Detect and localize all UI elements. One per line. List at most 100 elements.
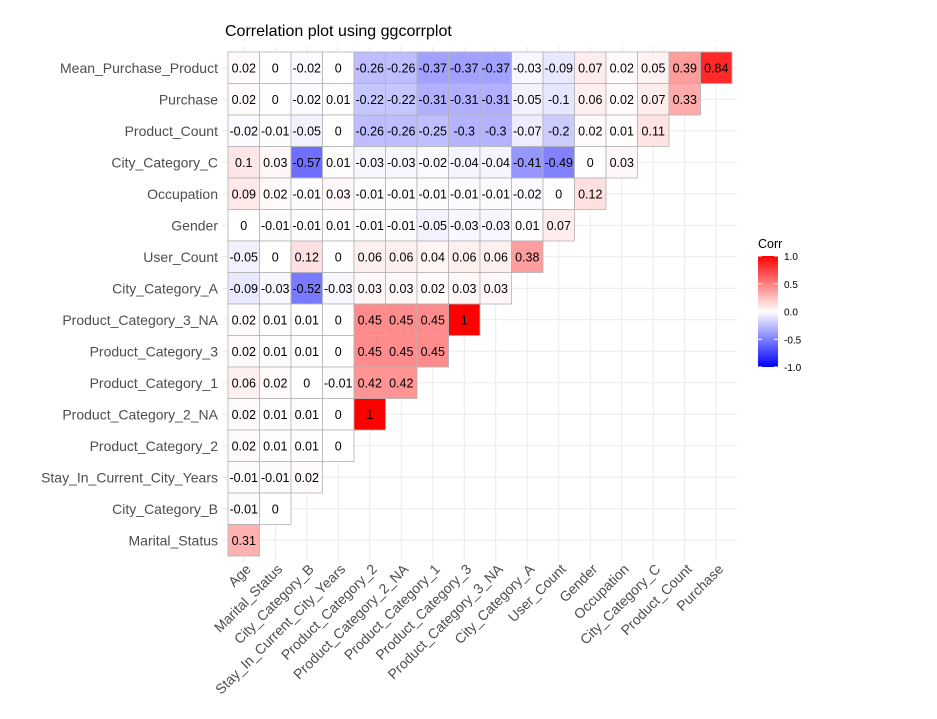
y-tick-label: City_Category_A — [112, 280, 218, 296]
cell-value-label: 0.01 — [610, 124, 634, 138]
y-tick-label: Stay_In_Current_City_Years — [41, 469, 218, 485]
heatmap-cell — [385, 240, 418, 273]
cell-value-label: 0.02 — [232, 313, 256, 327]
chart-title: Correlation plot using ggcorrplot — [225, 23, 452, 40]
heatmap-cell — [227, 146, 260, 179]
cell-value-label: -0.09 — [230, 282, 259, 296]
cell-value-label: 0.06 — [358, 250, 382, 264]
cell-value-label: -0.01 — [419, 187, 448, 201]
heatmap-cell — [574, 114, 607, 147]
cell-value-label: 0.03 — [484, 282, 508, 296]
heatmap-cell — [668, 83, 701, 116]
cell-value-label: -0.2 — [548, 124, 570, 138]
cell-value-label: 0.02 — [232, 93, 256, 107]
cell-value-label: -0.03 — [482, 219, 511, 233]
heatmap-cell — [259, 492, 292, 525]
cell-value-label: 0.03 — [610, 156, 634, 170]
heatmap-cell — [542, 146, 575, 179]
cell-value-label: -0.41 — [513, 156, 542, 170]
legend-tick-label: 0.0 — [784, 308, 798, 319]
heatmap-cell — [227, 429, 260, 462]
cell-value-label: 0.01 — [515, 219, 539, 233]
cell-value-label: 0.11 — [642, 124, 665, 138]
cell-value-label: -0.01 — [261, 471, 290, 485]
heatmap-cell — [542, 177, 575, 210]
cell-value-label: 0.02 — [610, 93, 634, 107]
heatmap-cell — [542, 83, 575, 116]
cell-value-label: 0.01 — [295, 313, 319, 327]
heatmap-cell — [259, 366, 292, 399]
y-tick-label: Product_Category_3_NA — [62, 312, 218, 328]
cell-value-label: -0.01 — [261, 219, 290, 233]
heatmap-cell — [511, 146, 544, 179]
heatmap-cell — [542, 209, 575, 242]
cell-value-label: 0 — [272, 93, 279, 107]
y-tick-label: Occupation — [147, 186, 218, 202]
cell-value-label: 0.02 — [263, 187, 287, 201]
heatmap-cell — [227, 114, 260, 147]
heatmap-cell — [448, 177, 481, 210]
y-tick-label: Product_Category_2_NA — [62, 406, 218, 422]
cell-value-label: -0.02 — [513, 187, 542, 201]
heatmap-cell — [353, 335, 386, 368]
heatmap-cell — [448, 83, 481, 116]
cell-value-label: 0.45 — [389, 313, 413, 327]
heatmap-cell — [227, 461, 260, 494]
cell-value-label: 0 — [555, 187, 562, 201]
heatmap-cell — [290, 429, 323, 462]
cell-value-label: -0.01 — [293, 219, 322, 233]
heatmap-cell — [416, 177, 449, 210]
heatmap-cell — [227, 398, 260, 431]
cell-value-label: 0.01 — [263, 408, 287, 422]
cell-value-label: 0 — [272, 61, 279, 75]
legend-tick-label: -1.0 — [784, 363, 802, 374]
heatmap-cell — [416, 335, 449, 368]
cell-value-label: -0.26 — [356, 124, 385, 138]
cell-value-label: 0.31 — [232, 534, 256, 548]
heatmap-cell — [259, 177, 292, 210]
cell-value-label: -0.3 — [485, 124, 507, 138]
cell-value-label: 0.01 — [326, 219, 350, 233]
cell-value-label: 0 — [303, 376, 310, 390]
cell-value-label: 0 — [335, 439, 342, 453]
heatmap-cell — [227, 51, 260, 84]
cell-value-label: 0.02 — [263, 376, 287, 390]
cell-value-label: -0.05 — [513, 93, 542, 107]
cell-value-label: 0.02 — [232, 408, 256, 422]
cell-value-label: 0.07 — [578, 61, 602, 75]
cell-value-label: 0.01 — [263, 345, 287, 359]
heatmap-cell — [259, 272, 292, 305]
cell-value-label: 0.03 — [389, 282, 413, 296]
cell-value-label: -0.22 — [356, 93, 385, 107]
cell-value-label: 0.01 — [326, 93, 350, 107]
cell-value-label: -0.03 — [324, 282, 353, 296]
cell-value-label: 0.42 — [389, 376, 413, 390]
cell-value-label: 1 — [366, 408, 373, 422]
cell-value-label: 0.06 — [578, 93, 602, 107]
heatmap-cell — [511, 240, 544, 273]
cell-value-label: 0 — [335, 408, 342, 422]
cell-value-label: -0.52 — [293, 282, 322, 296]
y-tick-label: Product_Category_3 — [90, 343, 219, 359]
heatmap-cell — [227, 335, 260, 368]
legend-tick-label: 1.0 — [784, 252, 798, 263]
heatmap-cell — [385, 83, 418, 116]
cell-value-label: 0.02 — [421, 282, 445, 296]
cell-value-label: 0.02 — [578, 124, 602, 138]
y-tick-label: Product_Category_2 — [90, 438, 219, 454]
y-tick-label: Product_Category_1 — [90, 375, 219, 391]
heatmap-cell — [574, 146, 607, 179]
cell-value-label: 0.06 — [232, 376, 256, 390]
heatmap-cell — [290, 398, 323, 431]
heatmap-cell — [416, 303, 449, 336]
heatmap-cell — [290, 114, 323, 147]
cell-value-label: 0.06 — [452, 250, 476, 264]
cell-value-label: 0.38 — [515, 250, 539, 264]
cell-value-label: -0.07 — [513, 124, 542, 138]
cell-value-label: -0.03 — [387, 156, 416, 170]
cell-value-label: -0.01 — [261, 124, 290, 138]
cell-value-label: -0.37 — [482, 61, 511, 75]
cell-value-label: 0 — [240, 219, 247, 233]
heatmap-cell — [353, 114, 386, 147]
cell-value-label: -0.01 — [387, 219, 416, 233]
